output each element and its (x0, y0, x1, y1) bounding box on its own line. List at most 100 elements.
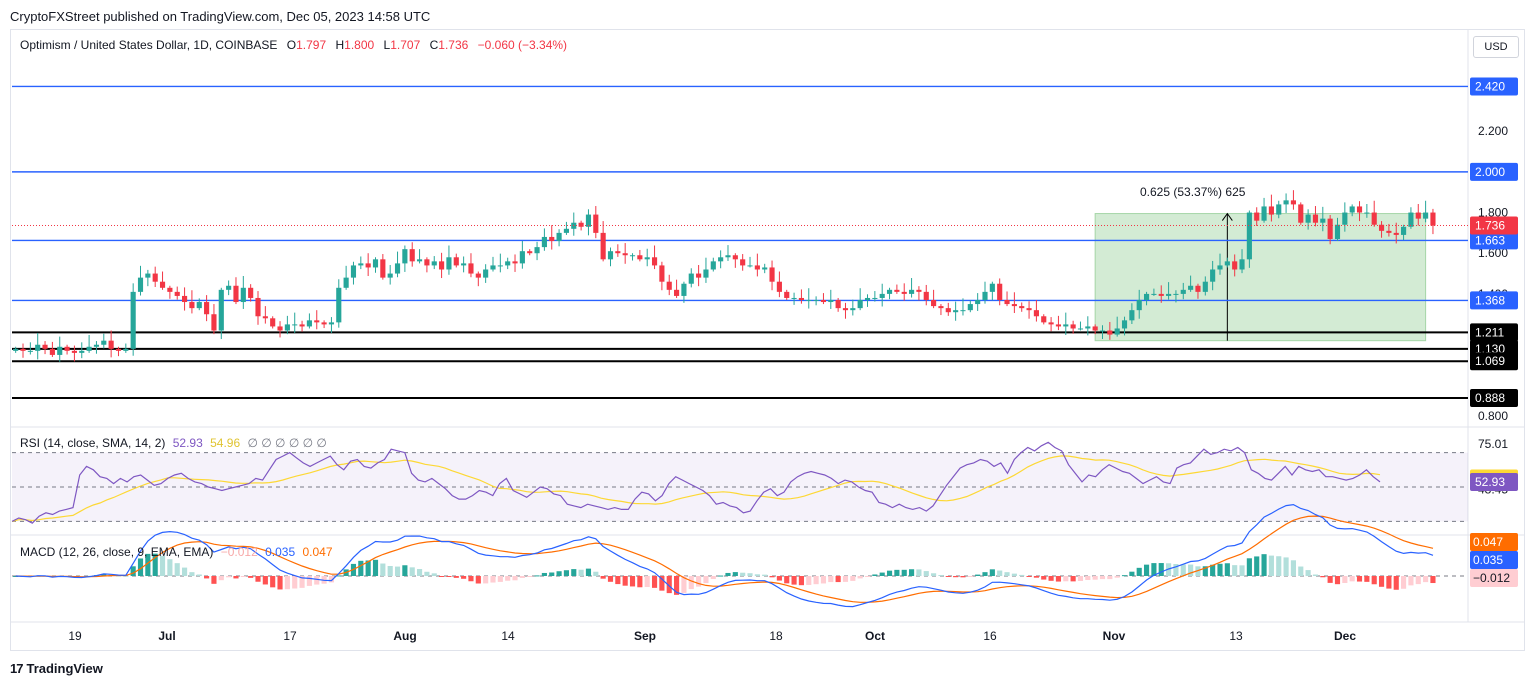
currency-button[interactable]: USD (1473, 36, 1519, 58)
candle-body[interactable] (1342, 212, 1348, 225)
candle-body[interactable] (93, 344, 100, 347)
candle-body[interactable] (1268, 206, 1274, 215)
candle-body[interactable] (270, 318, 276, 327)
candle-body[interactable] (975, 300, 981, 305)
candle-body[interactable] (314, 320, 320, 323)
candle-body[interactable] (79, 350, 85, 353)
candle-body[interactable] (806, 300, 812, 301)
candle-body[interactable] (182, 295, 188, 303)
candle-body[interactable] (945, 308, 951, 313)
candle-body[interactable] (1158, 293, 1164, 296)
candle-body[interactable] (740, 259, 746, 266)
candle-body[interactable] (409, 249, 415, 262)
candle-body[interactable] (1430, 212, 1436, 226)
candle-body[interactable] (747, 265, 753, 267)
candle-body[interactable] (563, 228, 569, 233)
candle-body[interactable] (13, 348, 19, 351)
candle-body[interactable] (931, 300, 937, 307)
candle-body[interactable] (1151, 293, 1157, 295)
candle-body[interactable] (674, 289, 680, 296)
candle-body[interactable] (137, 277, 144, 292)
candle-body[interactable] (820, 300, 827, 303)
candle-body[interactable] (1202, 281, 1208, 292)
candle-body[interactable] (549, 236, 555, 242)
candle-body[interactable] (439, 261, 445, 270)
candle-body[interactable] (1356, 206, 1363, 213)
candle-body[interactable] (1239, 259, 1245, 270)
candle-body[interactable] (1166, 293, 1172, 296)
candle-body[interactable] (394, 263, 401, 274)
candle-body[interactable] (725, 255, 731, 258)
candle-body[interactable] (292, 324, 298, 326)
candle-body[interactable] (1415, 212, 1421, 219)
candle-body[interactable] (1195, 285, 1201, 292)
candle-body[interactable] (453, 257, 459, 266)
candle-body[interactable] (49, 348, 55, 355)
candle-body[interactable] (1173, 293, 1179, 295)
candle-body[interactable] (1334, 224, 1341, 239)
candle-body[interactable] (490, 265, 496, 270)
candle-body[interactable] (1041, 316, 1047, 323)
candle-body[interactable] (402, 249, 408, 264)
candle-body[interactable] (1063, 324, 1069, 327)
candle-body[interactable] (615, 251, 621, 254)
candle-body[interactable] (1327, 218, 1333, 239)
candle-body[interactable] (321, 322, 327, 325)
candle-body[interactable] (387, 273, 393, 278)
candle-body[interactable] (1129, 310, 1135, 321)
candle-body[interactable] (1048, 322, 1054, 325)
candle-body[interactable] (350, 265, 357, 278)
candle-body[interactable] (1298, 204, 1304, 223)
candle-body[interactable] (593, 214, 599, 233)
candle-body[interactable] (64, 346, 70, 351)
candle-body[interactable] (1276, 204, 1282, 215)
candle-body[interactable] (916, 289, 922, 292)
candle-body[interactable] (578, 222, 584, 227)
candle-body[interactable] (556, 232, 562, 242)
candle-body[interactable] (380, 259, 386, 278)
candle-body[interactable] (784, 291, 790, 298)
candle-body[interactable] (909, 289, 915, 294)
candle-body[interactable] (1305, 214, 1311, 223)
candle-body[interactable] (886, 289, 893, 294)
candle-body[interactable] (519, 251, 525, 264)
candle-body[interactable] (35, 344, 41, 351)
candle-body[interactable] (637, 255, 643, 260)
candle-body[interactable] (1180, 289, 1186, 294)
candle-body[interactable] (791, 297, 797, 299)
candle-body[interactable] (622, 253, 628, 256)
candle-body[interactable] (688, 273, 694, 284)
candle-body[interactable] (534, 247, 540, 254)
candle-body[interactable] (152, 273, 158, 282)
candle-body[interactable] (483, 269, 489, 278)
candle-body[interactable] (424, 259, 430, 266)
candle-body[interactable] (857, 300, 863, 309)
candle-body[interactable] (86, 346, 92, 351)
candle-body[interactable] (1019, 306, 1025, 309)
candle-body[interactable] (651, 257, 658, 266)
tradingview-logo[interactable]: 17 TradingView (10, 661, 103, 676)
candle-body[interactable] (123, 348, 129, 351)
candle-body[interactable] (835, 300, 841, 309)
candle-body[interactable] (1188, 285, 1194, 290)
candle-body[interactable] (894, 289, 900, 292)
candle-body[interactable] (336, 287, 342, 323)
candle-body[interactable] (585, 214, 592, 227)
candle-body[interactable] (1254, 212, 1260, 221)
candle-body[interactable] (255, 297, 261, 317)
candle-body[interactable] (1349, 206, 1355, 213)
candle-body[interactable] (218, 289, 224, 331)
candle-body[interactable] (696, 273, 702, 278)
candle-body[interactable] (1386, 230, 1392, 233)
candle-body[interactable] (108, 340, 114, 349)
candle-body[interactable] (1217, 265, 1223, 270)
candle-body[interactable] (1320, 218, 1326, 223)
candle-body[interactable] (967, 304, 973, 311)
candle-body[interactable] (27, 350, 33, 352)
candle-body[interactable] (1312, 214, 1319, 223)
candle-body[interactable] (1136, 300, 1142, 311)
candle-body[interactable] (938, 306, 944, 309)
candle-body[interactable] (1070, 324, 1076, 329)
candle-body[interactable] (989, 283, 995, 292)
